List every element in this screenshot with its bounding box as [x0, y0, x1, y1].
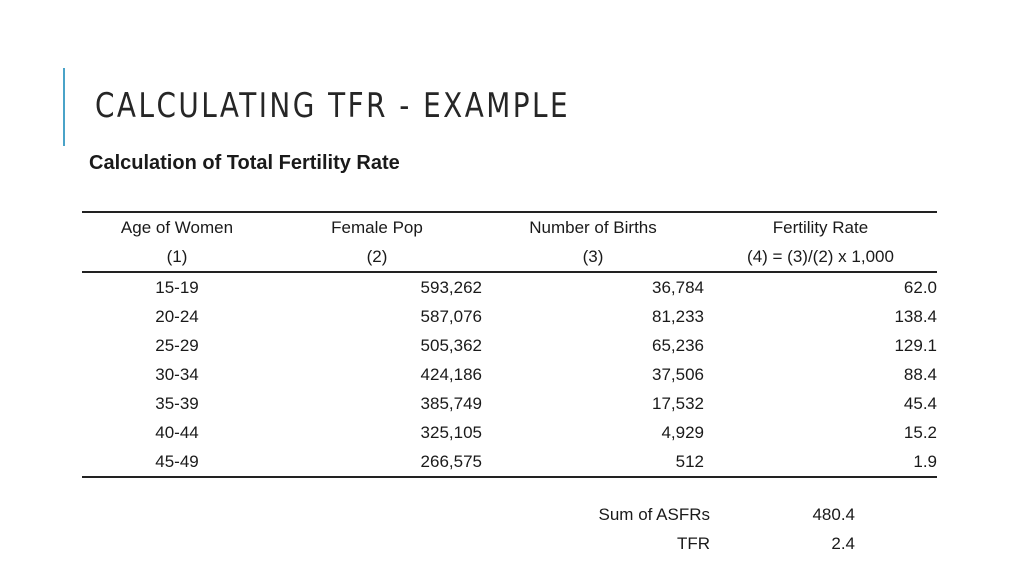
- table-subheader-row: (1) (2) (3) (4) = (3)/(2) x 1,000: [82, 242, 937, 273]
- cell-births: 36,784: [652, 277, 704, 297]
- table-row: 40-44 325,105 4,929 15.2: [82, 418, 937, 447]
- subheader-births: (3): [482, 242, 704, 273]
- cell-rate: 45.4: [903, 393, 937, 413]
- cell-age: 40-44: [155, 422, 199, 442]
- slide-title: CALCULATING TFR - EXAMPLE: [95, 86, 571, 126]
- cell-births: 65,236: [652, 335, 704, 355]
- table-row: 20-24 587,076 81,233 138.4: [82, 302, 937, 331]
- cell-age: 20-24: [155, 306, 199, 326]
- cell-age: 45-49: [82, 447, 272, 478]
- cell-pop: 385,749: [420, 393, 482, 413]
- header-fertility-rate: Fertility Rate: [704, 211, 937, 242]
- cell-age: 35-39: [155, 393, 199, 413]
- cell-pop: 505,362: [420, 335, 482, 355]
- table-row: 25-29 505,362 65,236 129.1: [82, 331, 937, 360]
- table-row: 35-39 385,749 17,532 45.4: [82, 389, 937, 418]
- cell-age: 25-29: [155, 335, 199, 355]
- header-female-pop: Female Pop: [272, 211, 482, 242]
- table-header-row: Age of Women Female Pop Number of Births…: [82, 211, 937, 242]
- cell-births: 4,929: [661, 422, 704, 442]
- cell-pop: 325,105: [420, 422, 482, 442]
- cell-rate: 129.1: [894, 335, 937, 355]
- subheader-age: (1): [82, 242, 272, 273]
- cell-pop: 587,076: [420, 306, 482, 326]
- cell-pop: 266,575: [272, 447, 482, 478]
- table-row: 45-49 266,575 512 1.9: [82, 447, 937, 478]
- header-births: Number of Births: [482, 211, 704, 242]
- header-age: Age of Women: [82, 211, 272, 242]
- table-row: 30-34 424,186 37,506 88.4: [82, 360, 937, 389]
- table-row: 15-19 593,262 36,784 62.0: [82, 272, 937, 302]
- cell-rate: 1.9: [704, 447, 937, 478]
- cell-births: 37,506: [652, 364, 704, 384]
- cell-pop: 593,262: [420, 277, 482, 297]
- cell-age: 30-34: [155, 364, 199, 384]
- cell-rate: 62.0: [903, 277, 937, 297]
- tfr-label: TFR: [676, 534, 710, 553]
- sum-asfrs-label: Sum of ASFRs: [598, 505, 710, 524]
- cell-age: 15-19: [155, 277, 199, 297]
- cell-rate: 88.4: [903, 364, 937, 384]
- title-accent-bar: [63, 68, 65, 146]
- table-caption: Calculation of Total Fertility Rate: [89, 152, 400, 174]
- fertility-table: Age of Women Female Pop Number of Births…: [82, 211, 937, 478]
- sum-asfrs-value: 480.4: [812, 505, 855, 524]
- cell-rate: 15.2: [903, 422, 937, 442]
- subheader-fertility-rate: (4) = (3)/(2) x 1,000: [704, 242, 937, 273]
- cell-births: 81,233: [652, 306, 704, 326]
- tfr-value: 2.4: [831, 534, 855, 553]
- cell-births: 512: [482, 447, 704, 478]
- cell-pop: 424,186: [420, 364, 482, 384]
- cell-births: 17,532: [652, 393, 704, 413]
- subheader-female-pop: (2): [272, 242, 482, 273]
- cell-rate: 138.4: [894, 306, 937, 326]
